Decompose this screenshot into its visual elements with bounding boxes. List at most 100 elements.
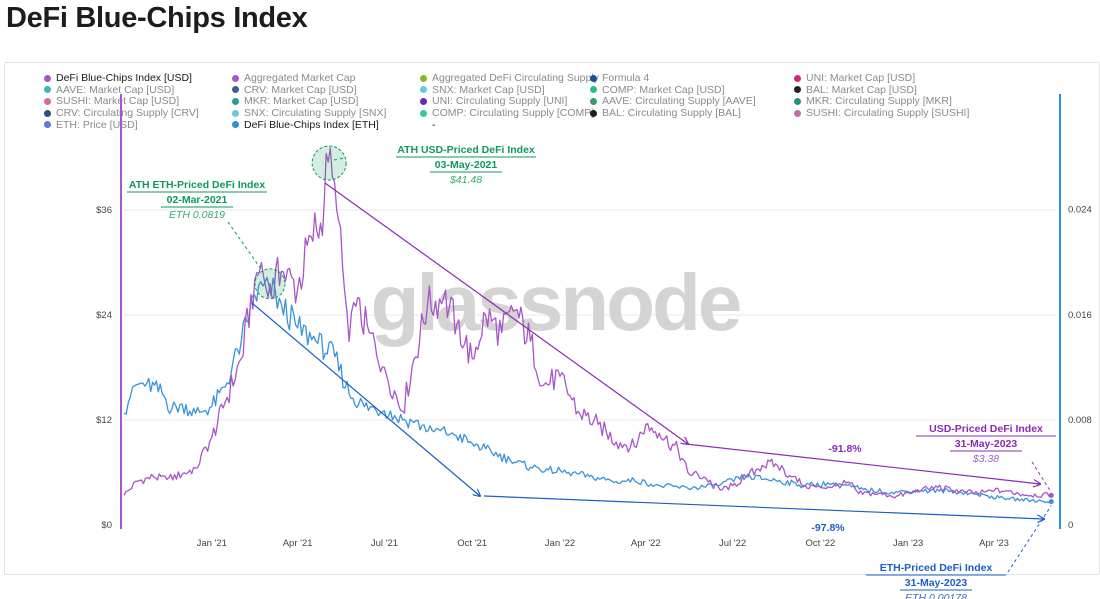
legend-label: CRV: Market Cap [USD] (244, 83, 357, 96)
legend-item[interactable]: CRV: Circulating Supply [CRV] (44, 107, 199, 119)
legend-item[interactable]: AAVE: Circulating Supply [AAVE] (590, 95, 756, 107)
legend-label: UNI: Circulating Supply [UNI] (432, 95, 568, 108)
series-line-usd (123, 147, 1052, 499)
axes: $0 $12 $24 $36 0 0.008 0.016 0.024 Jan '21 Apr '2… (96, 94, 1092, 549)
annotation-current-usd: USD-Priced DeFi Index 31-May-2023 $3.38 (916, 423, 1056, 465)
legend-item[interactable]: Aggregated DeFi Circulating Supply (420, 72, 599, 84)
legend-item[interactable]: UNI: Circulating Supply [UNI] (420, 95, 567, 107)
trend-arrow-eth (251, 302, 480, 496)
legend-item[interactable]: - (432, 119, 436, 131)
legend-label: SUSHI: Market Cap [USD] (56, 95, 180, 108)
annotation-current-usd-date: 31-May-2023 (955, 438, 1018, 450)
trend-arrow-usd-tail (685, 443, 1040, 484)
legend-label: DeFi Blue-Chips Index [USD] (56, 72, 192, 84)
x-tick-label: Oct '21 (457, 538, 487, 549)
legend-label: UNI: Market Cap [USD] (806, 72, 916, 84)
legend-item[interactable]: MKR: Market Cap [USD] (232, 95, 358, 107)
legend-label: ETH: Price [USD] (56, 118, 138, 131)
leader-ath-eth (227, 221, 264, 273)
legend-item[interactable]: UNI: Market Cap [USD] (794, 72, 915, 84)
legend-item[interactable]: SNX: Market Cap [USD] (420, 84, 545, 96)
legend-swatch (590, 74, 597, 82)
legend-label: SNX: Circulating Supply [SNX] (244, 107, 387, 120)
x-tick-label: Jul '22 (719, 538, 746, 549)
x-tick-label: Jan '22 (545, 538, 575, 549)
legend-item[interactable]: SUSHI: Circulating Supply [SUSHI] (794, 107, 969, 119)
drawdown-eth-label: -97.8% (811, 522, 845, 534)
annotation-ath-usd-title: ATH USD-Priced DeFi Index (397, 144, 535, 156)
legend-swatch (794, 97, 801, 105)
legend-swatch (590, 86, 597, 94)
legend-item[interactable]: Formula 4 (590, 72, 649, 84)
legend-label: AAVE: Circulating Supply [AAVE] (602, 95, 756, 108)
trend-arrow-usd (324, 182, 688, 444)
annotation-ath-eth-value: ETH 0.0819 (169, 209, 225, 221)
x-tick-label: Apr '22 (631, 538, 661, 549)
legend-item[interactable]: AAVE: Market Cap [USD] (44, 84, 174, 96)
annotation-current-eth: ETH-Priced DeFi Index 31-May-2023 ETH 0.00… (866, 562, 1006, 599)
ath-eth-marker (254, 268, 286, 300)
legend-swatch (590, 97, 597, 105)
y-right-tick-label: 0 (1068, 520, 1073, 531)
leader-current-eth (1007, 505, 1052, 573)
legend-swatch (44, 97, 51, 105)
legend-label: Formula 4 (602, 72, 650, 84)
x-tick-label: Jan '21 (197, 538, 227, 549)
endpoint-eth (1048, 499, 1054, 505)
legend-item[interactable]: BAL: Market Cap [USD] (794, 84, 917, 96)
y-left-tick-label: $12 (96, 415, 112, 426)
series-line-eth (123, 276, 1052, 504)
legend-label: DeFi Blue-Chips Index [ETH] (244, 118, 379, 131)
legend-label: COMP: Market Cap [USD] (602, 83, 725, 96)
legend-item[interactable]: BAL: Circulating Supply [BAL] (590, 107, 741, 119)
legend-label: Aggregated DeFi Circulating Supply (432, 72, 599, 84)
annotation-ath-eth-title: ATH ETH-Priced DeFi Index (129, 179, 265, 191)
legend-swatch (44, 74, 51, 82)
annotation-ath-usd: ATH USD-Priced DeFi Index 03-May-2021 $41.… (396, 144, 536, 186)
annotation-current-usd-title: USD-Priced DeFi Index (929, 423, 1043, 435)
annotation-current-eth-value: ETH 0.00178 (905, 592, 967, 599)
x-tick-label: Jul '21 (371, 538, 398, 549)
legend-item[interactable]: Aggregated Market Cap (232, 72, 355, 84)
x-tick-label: Jan '23 (893, 538, 923, 549)
legend-swatch (44, 86, 51, 94)
ath-usd-marker (311, 145, 347, 181)
legend-swatch (590, 109, 597, 117)
annotation-current-eth-title: ETH-Priced DeFi Index (880, 562, 993, 574)
leader-ath-usd (333, 157, 345, 161)
legend-item[interactable]: SNX: Circulating Supply [SNX] (232, 107, 386, 119)
legend-item[interactable]: SUSHI: Market Cap [USD] (44, 95, 179, 107)
legend-swatch (44, 121, 51, 129)
legend-item[interactable]: COMP: Market Cap [USD] (590, 84, 725, 96)
x-tick-label: Apr '23 (979, 538, 1009, 549)
endpoint-usd (1048, 492, 1054, 498)
y-left-tick-label: $0 (101, 520, 112, 531)
drawdown-usd-label: -91.8% (828, 443, 862, 455)
y-right-tick-label: 0.024 (1068, 205, 1092, 216)
y-right-tick-label: 0.008 (1068, 415, 1092, 426)
chart-legend: DeFi Blue-Chips Index [USD] Aggregated Ma… (44, 72, 1094, 132)
legend-swatch (794, 86, 801, 94)
legend-label: COMP: Circulating Supply [COMP] (432, 107, 595, 120)
legend-swatch (420, 109, 427, 117)
annotation-current-eth-date: 31-May-2023 (905, 577, 968, 589)
legend-item[interactable]: MKR: Circulating Supply [MKR] (794, 95, 952, 107)
y-left-tick-label: $36 (96, 205, 112, 216)
annotation-ath-eth: ATH ETH-Priced DeFi Index 02-Mar-2021 ETH … (127, 179, 267, 221)
legend-item[interactable]: ETH: Price [USD] (44, 119, 138, 131)
page-title: DeFi Blue-Chips Index (6, 2, 308, 34)
legend-swatch (794, 74, 801, 82)
legend-swatch (232, 121, 239, 129)
legend-label: - (432, 118, 436, 131)
legend-item[interactable]: DeFi Blue-Chips Index [ETH] (232, 119, 379, 131)
trend-arrow-eth-tail (483, 495, 1044, 519)
legend-label: BAL: Circulating Supply [BAL] (602, 107, 741, 120)
legend-swatch (232, 97, 239, 105)
annotations: -91.8% -97.8% ATH USD-Priced DeFi Index 03-… (127, 144, 1056, 599)
legend-item[interactable]: COMP: Circulating Supply [COMP] (420, 107, 594, 119)
watermark-text: glassnode (371, 258, 740, 347)
legend-item[interactable]: CRV: Market Cap [USD] (232, 84, 357, 96)
y-right-tick-label: 0.016 (1068, 310, 1092, 321)
legend-item[interactable]: DeFi Blue-Chips Index [USD] (44, 72, 192, 84)
legend-label: MKR: Market Cap [USD] (244, 95, 359, 108)
